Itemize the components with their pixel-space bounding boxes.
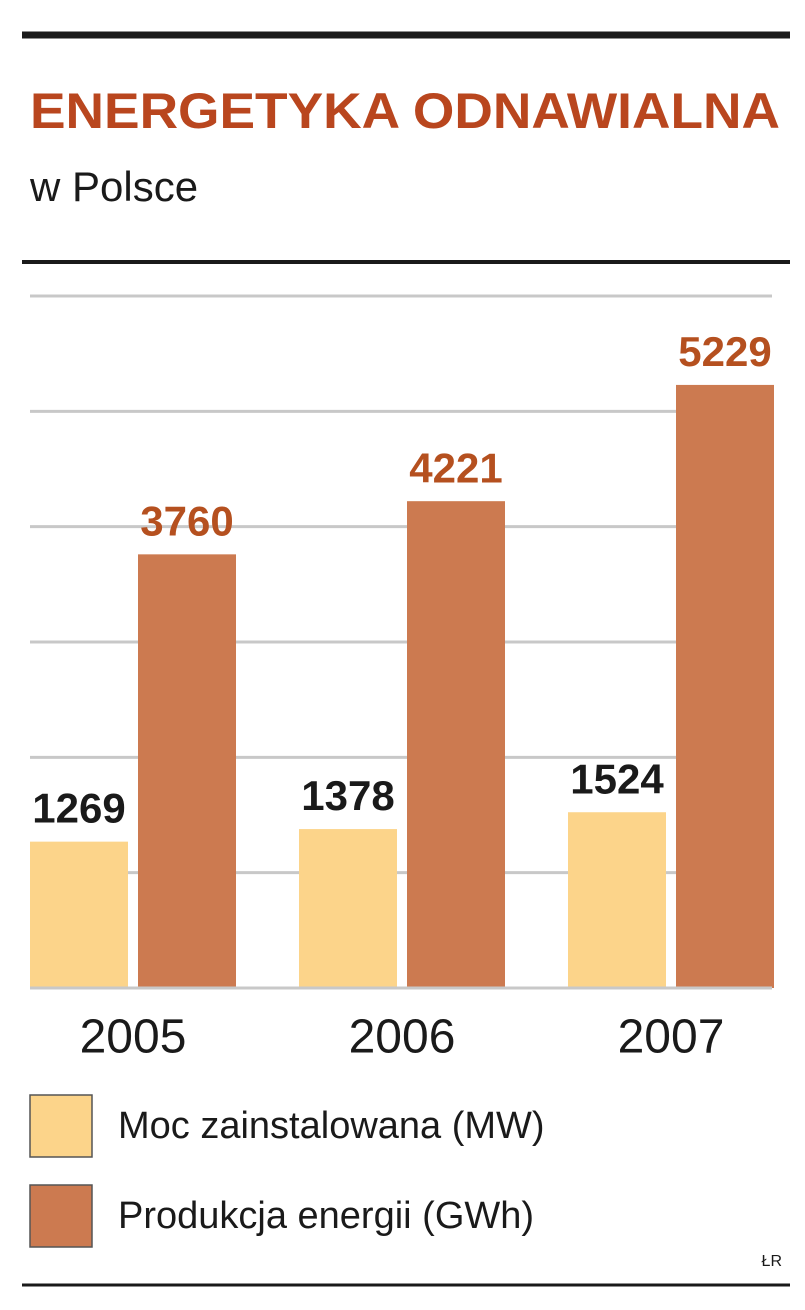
x-tick-label: 2005 (80, 1011, 187, 1064)
value-label: 4221 (409, 444, 502, 491)
value-label: 1378 (301, 772, 394, 819)
credit: ŁR (762, 1253, 782, 1270)
bar (299, 829, 397, 988)
legend-swatch (29, 1094, 93, 1158)
bar (676, 384, 774, 988)
chart-subtitle: w Polsce (29, 163, 198, 210)
x-tick-label: 2007 (618, 1011, 725, 1064)
legend-swatch (29, 1184, 93, 1248)
bar (407, 501, 505, 988)
value-label: 1524 (570, 755, 664, 802)
value-label: 1269 (32, 785, 125, 832)
legend-label: Moc zainstalowana (MW) (118, 1105, 545, 1147)
bar (568, 812, 666, 988)
legend-label: Produkcja energii (GWh) (118, 1195, 534, 1237)
chart-title: ENERGETYKA ODNAWIALNA (30, 83, 780, 139)
value-label: 5229 (678, 328, 771, 375)
bar (30, 841, 128, 988)
bar (138, 554, 236, 988)
value-label: 3760 (140, 497, 233, 544)
plot-area: 1269 3760 2005 1378 4221 2006 1524 5229 2007 Moc … (29, 294, 774, 1248)
x-tick-label: 2006 (349, 1011, 456, 1064)
